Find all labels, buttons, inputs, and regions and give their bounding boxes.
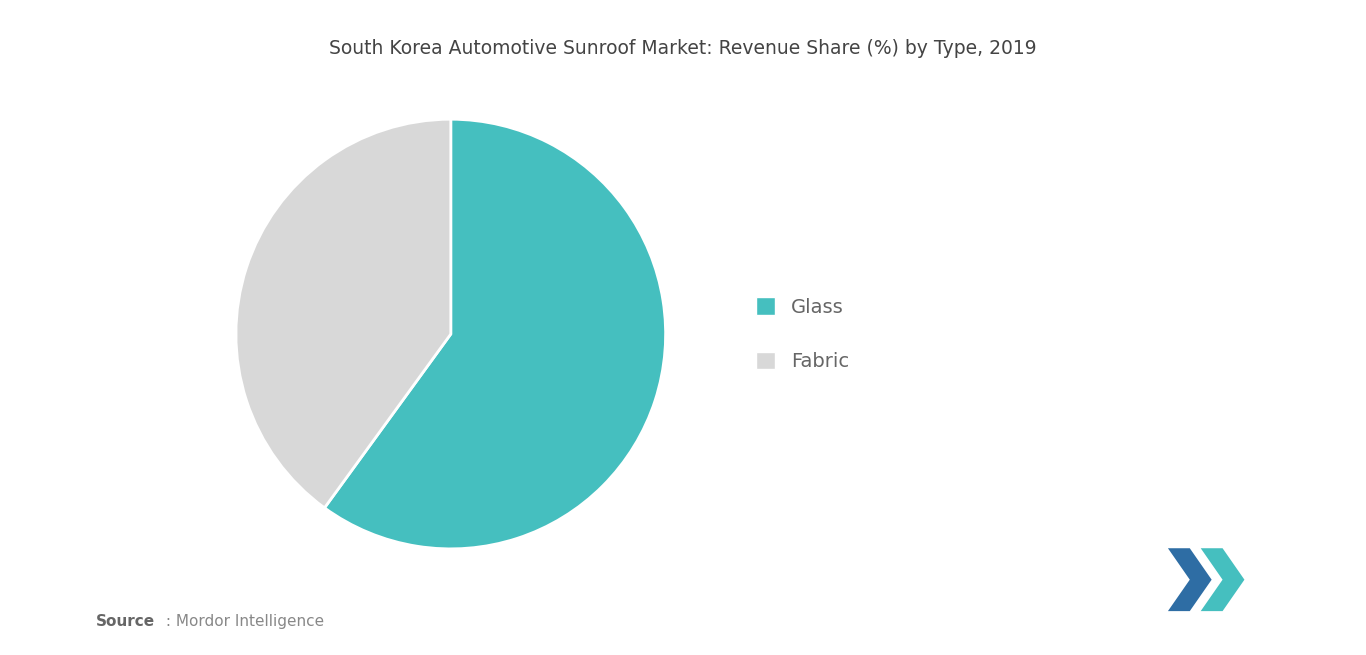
Legend: Glass, Fabric: Glass, Fabric: [755, 297, 850, 371]
Wedge shape: [325, 119, 665, 549]
Polygon shape: [1168, 548, 1212, 611]
Text: : Mordor Intelligence: : Mordor Intelligence: [161, 614, 324, 629]
Wedge shape: [236, 119, 451, 508]
Text: South Korea Automotive Sunroof Market: Revenue Share (%) by Type, 2019: South Korea Automotive Sunroof Market: R…: [329, 39, 1037, 58]
Polygon shape: [1201, 548, 1244, 611]
Text: Source: Source: [96, 614, 154, 629]
